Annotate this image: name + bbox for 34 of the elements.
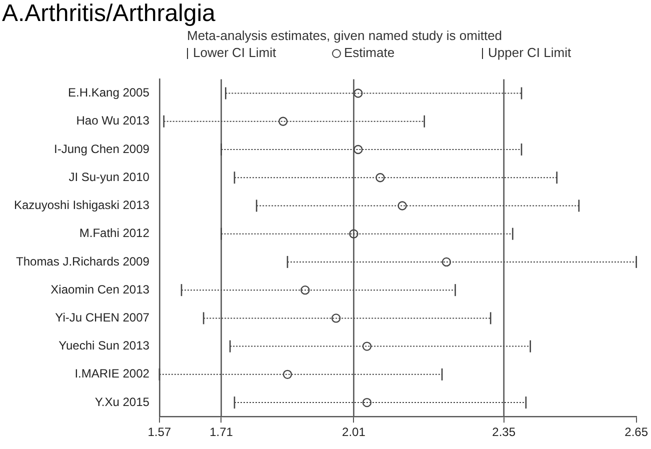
x-tick-label: 1.57 [148, 425, 172, 440]
point [442, 257, 452, 267]
y-tick-label: JI Su-yun 2010 [68, 170, 150, 184]
y-tick-label: Yuechi Sun 2013 [58, 338, 150, 353]
point [278, 116, 288, 126]
y-tick-label: E.H.Kang 2005 [68, 86, 150, 100]
point [300, 285, 310, 295]
point [362, 342, 372, 351]
y-tick-label: Yi-Ju CHEN 2007 [55, 310, 150, 325]
point [354, 88, 363, 98]
x-tick-label: 1.71 [210, 425, 234, 440]
point [398, 201, 407, 210]
x-tick-label: 2.65 [624, 425, 648, 440]
y-tick-label: Y.Xu 2015 [94, 394, 150, 409]
x-tick-label: 2.35 [492, 425, 516, 440]
point [354, 144, 363, 154]
chart-title: A.Arthritis/Arthralgia [1, 0, 216, 28]
text: Upper CI Limit [488, 44, 572, 62]
y-tick-label: M.Fathi 2012 [79, 226, 150, 240]
point [376, 173, 385, 182]
point [362, 398, 372, 408]
y-tick-label: Xiaomin Cen 2013 [50, 282, 150, 296]
point [282, 370, 292, 380]
text: Lower CI Limit [193, 44, 276, 62]
y-tick-label: Hao Wu 2013 [76, 114, 150, 128]
chart-subtitle: Meta-analysis estimates, given named study is omitted [187, 28, 504, 44]
y-tick-label: Kazuyoshi Ishigaski 2013 [14, 198, 150, 212]
y-tick-label: I.MARIE 2002 [74, 366, 150, 381]
point [331, 314, 341, 323]
y-tick-label: I-Jung Chen 2009 [54, 142, 150, 156]
point [349, 229, 358, 238]
y-tick-label: Thomas J.Richards 2009 [16, 254, 150, 268]
legend-label: Estimate [344, 44, 395, 62]
x-tick-label: 2.01 [342, 425, 366, 440]
